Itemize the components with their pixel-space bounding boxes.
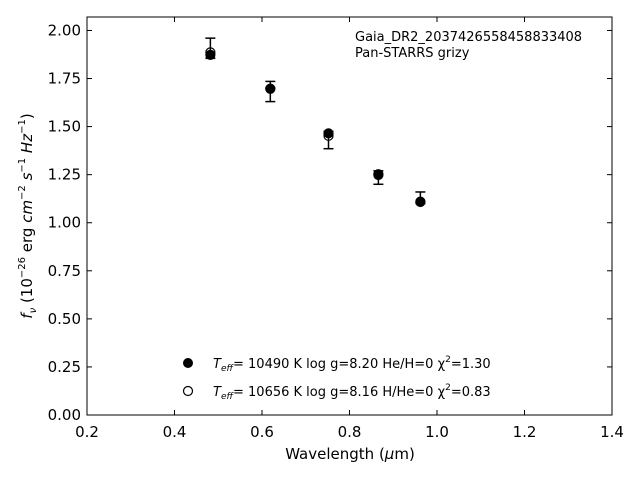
legend-1-chi-sup: 2 bbox=[445, 355, 451, 365]
legend-2-eff: eff bbox=[221, 392, 235, 402]
x-axis-label: Wavelength (μm) bbox=[285, 445, 415, 463]
x-tick-label: 0.6 bbox=[250, 423, 274, 441]
legend-1-text: = 10490 K log g=8.20 He/H=0 χ bbox=[233, 357, 446, 372]
x-tick-label: 1.4 bbox=[600, 423, 624, 441]
model-point-open bbox=[415, 196, 426, 207]
model-point-open bbox=[323, 130, 334, 141]
axis-ticks: 0.2 0.4 0.6 0.8 1.0 1.2 1.4 0.00 0.25 0.50 0.75 1.0… bbox=[48, 17, 624, 441]
model-point-open bbox=[265, 83, 276, 94]
y-tick-label: 1.50 bbox=[48, 118, 81, 136]
legend-1-teff: T bbox=[213, 357, 222, 372]
legend-1-eff: eff bbox=[221, 364, 235, 374]
model-point-filled bbox=[205, 49, 216, 60]
legend-2-teff: T bbox=[213, 385, 222, 400]
legend-2-text: = 10656 K log g=8.16 H/He=0 χ bbox=[233, 385, 446, 400]
y-tick-label: 1.25 bbox=[48, 166, 81, 184]
y-tick-label: 2.00 bbox=[48, 21, 81, 39]
legend-2-chi-sup: 2 bbox=[445, 383, 451, 393]
x-tick-label: 0.4 bbox=[163, 423, 187, 441]
svg-text:fν (10−26 erg cm−2 s−1 Hz−1): fν (10−26 erg cm−2 s−1 Hz−1) bbox=[17, 113, 39, 318]
x-tick-label: 0.8 bbox=[338, 423, 362, 441]
plot-frame bbox=[86, 16, 613, 416]
model-point-filled bbox=[323, 128, 334, 139]
y-tick-label: 1.75 bbox=[48, 70, 81, 88]
y-axis-label: fν (10−26 erg cm−2 s−1 Hz−1) bbox=[17, 113, 39, 318]
x-tick-label: 0.2 bbox=[75, 423, 99, 441]
legend: Teff= 10490 K log g=8.20 He/H=0 χ2=1.30 … bbox=[182, 355, 491, 402]
legend-1-chi-val: =1.30 bbox=[451, 357, 491, 372]
model-point-open bbox=[205, 47, 216, 58]
y-tick-label: 0.50 bbox=[48, 310, 81, 328]
legend-entry-2: Teff= 10656 K log g=8.16 H/He=0 χ2=0.83 bbox=[213, 383, 491, 402]
legend-entry-1: Teff= 10490 K log g=8.20 He/H=0 χ2=1.30 bbox=[213, 355, 491, 374]
legend-2-chi-val: =0.83 bbox=[451, 385, 491, 400]
filter-set-annotation: Pan-STARRS grizy bbox=[355, 46, 470, 61]
legend-marker-open bbox=[182, 385, 194, 397]
x-tick-label: 1.0 bbox=[425, 423, 449, 441]
legend-marker-filled bbox=[183, 358, 193, 368]
object-id-annotation: Gaia_DR2_2037426558458833408 bbox=[355, 30, 582, 45]
y-tick-label: 0.00 bbox=[48, 406, 81, 424]
y-tick-label: 0.75 bbox=[48, 262, 81, 280]
data-markers bbox=[205, 47, 426, 208]
error-bars bbox=[205, 37, 426, 205]
y-tick-label: 1.00 bbox=[48, 214, 81, 232]
x-tick-label: 1.2 bbox=[513, 423, 537, 441]
model-point-open bbox=[373, 169, 384, 180]
y-tick-label: 0.25 bbox=[48, 358, 81, 376]
